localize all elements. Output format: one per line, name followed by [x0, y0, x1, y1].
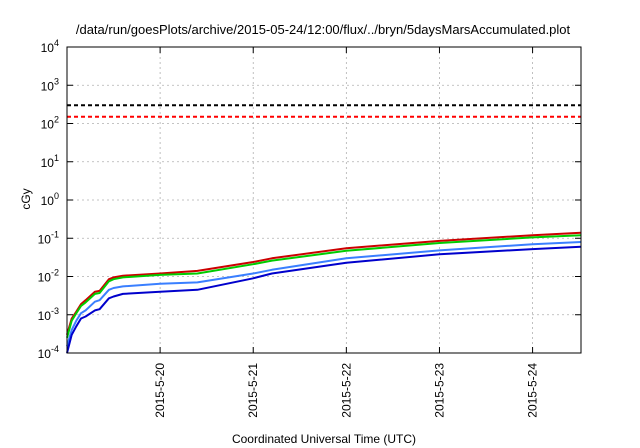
y-tick-label: 10-1	[38, 229, 59, 246]
y-tick-label: 103	[41, 76, 59, 93]
y-tick-label: 10-4	[38, 344, 59, 361]
y-axis-ticks: 10-4 10-3 10-2 10-1 100 101 102 103 104	[38, 38, 581, 361]
y-tick-label: 101	[41, 153, 59, 170]
chart-title: /data/run/goesPlots/archive/2015-05-24/1…	[76, 22, 571, 37]
grid	[67, 47, 581, 353]
y-tick-label: 10-2	[38, 268, 59, 285]
y-axis-label: cGy	[19, 188, 33, 209]
y-tick-label: 10-3	[38, 306, 59, 323]
x-tick-label: 2015-5-23	[432, 363, 446, 418]
plot-series	[66, 231, 582, 354]
series-line	[66, 231, 582, 336]
x-tick-label: 2015-5-24	[526, 363, 540, 418]
y-tick-label: 102	[41, 115, 59, 132]
y-tick-label: 104	[41, 38, 59, 55]
x-tick-label: 2015-5-21	[246, 363, 260, 418]
y-tick-label: 100	[41, 191, 59, 208]
x-axis-label: Coordinated Universal Time (UTC)	[232, 432, 416, 446]
reference-lines	[67, 104, 581, 118]
series-line	[66, 245, 582, 354]
series-line	[66, 241, 582, 347]
series-line	[66, 234, 582, 339]
x-axis-ticks: 2015-5-20 2015-5-21 2015-5-22 2015-5-23 2015…	[153, 47, 540, 418]
x-tick-label: 2015-5-20	[153, 363, 167, 418]
x-tick-label: 2015-5-22	[339, 363, 353, 418]
